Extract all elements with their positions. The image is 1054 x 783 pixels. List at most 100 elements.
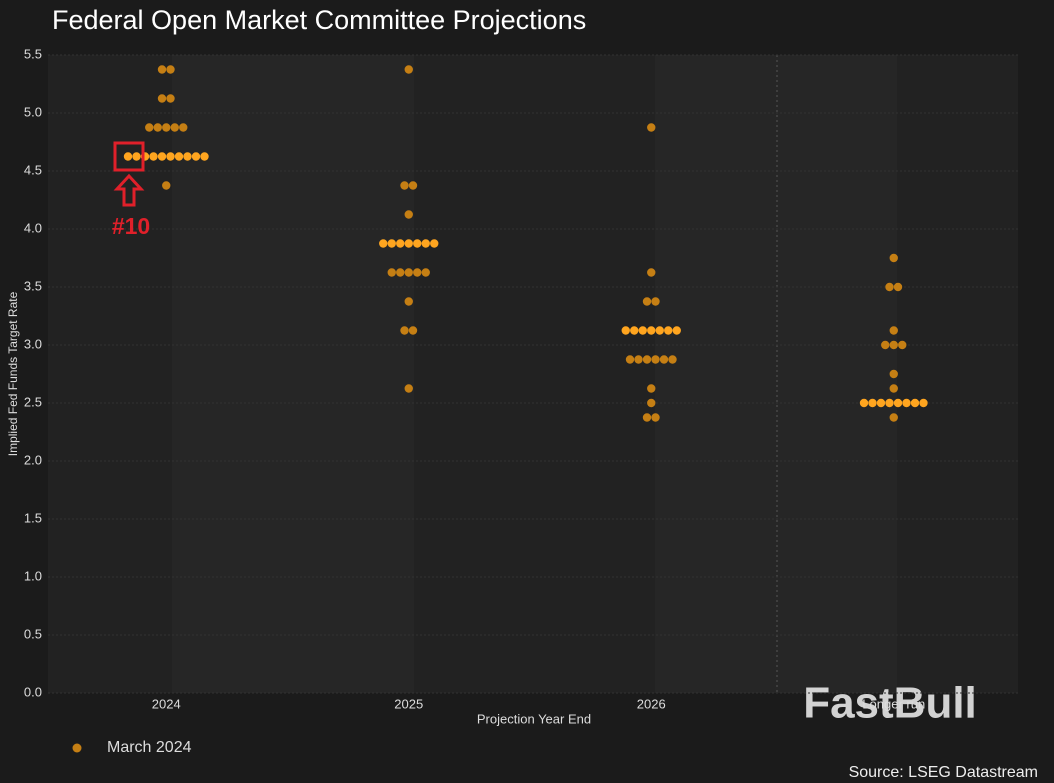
dot (400, 326, 409, 335)
dot (162, 123, 171, 132)
dot (387, 268, 396, 277)
dot (404, 65, 413, 74)
dot (413, 239, 422, 248)
legend-label: March 2024 (107, 739, 192, 756)
x-tick-label: 2025 (394, 696, 423, 711)
dot (430, 239, 439, 248)
y-tick-label: 0.0 (24, 684, 42, 699)
dot (898, 340, 907, 350)
dot (387, 239, 396, 248)
x-tick-label: Longer run (862, 696, 925, 711)
y-tick-label: 3.5 (24, 278, 42, 293)
dot (893, 282, 903, 292)
chart-title: Federal Open Market Committee Projection… (52, 5, 586, 35)
dot (647, 123, 656, 132)
dot (651, 355, 660, 364)
dot (183, 152, 192, 161)
y-tick-label: 4.0 (24, 220, 42, 235)
dot (404, 384, 413, 393)
y-tick-label: 3.0 (24, 336, 42, 351)
dot (664, 326, 673, 335)
dot (153, 123, 162, 132)
annotation-label: #10 (112, 213, 150, 239)
dot (672, 326, 681, 335)
y-tick-label: 5.5 (24, 46, 42, 61)
dot (404, 210, 413, 219)
dot (400, 181, 409, 190)
dot (170, 123, 179, 132)
dot (396, 268, 405, 277)
dot (200, 152, 209, 161)
dot (889, 340, 898, 350)
arrow (113, 173, 145, 207)
dot (166, 94, 175, 103)
dot (413, 268, 422, 277)
dot (162, 181, 171, 190)
dot (881, 340, 890, 350)
dot (651, 297, 660, 306)
dot (668, 355, 677, 364)
dot (889, 369, 898, 379)
annotation: #10 (112, 141, 150, 239)
dot (157, 94, 167, 103)
legend-marker (72, 743, 82, 753)
dot (642, 413, 652, 422)
y-tick-label: 2.5 (24, 394, 42, 409)
dot (889, 253, 898, 263)
dot (625, 355, 635, 364)
dot (876, 398, 886, 408)
dot (179, 123, 188, 132)
y-tick-label: 1.5 (24, 510, 42, 525)
dot (145, 123, 154, 132)
dot (123, 152, 133, 161)
dot (634, 355, 643, 364)
dot (404, 297, 413, 306)
dot (404, 239, 413, 248)
y-tick-label: 5.0 (24, 104, 42, 119)
dot (174, 152, 184, 161)
dot (379, 239, 388, 248)
dot (166, 152, 175, 161)
dot (191, 152, 201, 161)
y-axis-label: Implied Fed Funds Target Rate (6, 291, 20, 456)
dot (651, 413, 660, 422)
dot (642, 297, 652, 306)
dot (885, 282, 894, 292)
dot (647, 268, 656, 277)
dot (630, 326, 639, 335)
x-tick-label: 2026 (637, 696, 666, 711)
band (172, 55, 414, 693)
y-tick-label: 1.0 (24, 568, 42, 583)
dot (919, 398, 928, 408)
dot (647, 326, 656, 335)
dot (859, 398, 869, 408)
dot (408, 181, 418, 190)
dot (893, 398, 903, 408)
band (655, 55, 897, 693)
dot (149, 152, 158, 161)
watermark: FastBull (803, 679, 977, 728)
dot (889, 413, 898, 422)
dot (621, 326, 630, 335)
dot (868, 398, 877, 408)
dot (647, 398, 656, 408)
dot (421, 268, 430, 277)
dot (902, 398, 911, 408)
dot (885, 398, 894, 408)
dot (132, 152, 141, 161)
highlight-box (113, 141, 145, 172)
y-tick-label: 2.0 (24, 452, 42, 467)
dot (404, 268, 413, 277)
dot (647, 384, 656, 393)
dot (396, 239, 405, 248)
dots (123, 65, 928, 422)
dot (889, 384, 898, 393)
dot (157, 65, 167, 74)
dot (166, 65, 175, 74)
dot (421, 239, 430, 248)
dot (659, 355, 669, 364)
dot (642, 355, 652, 364)
dot (910, 398, 920, 408)
